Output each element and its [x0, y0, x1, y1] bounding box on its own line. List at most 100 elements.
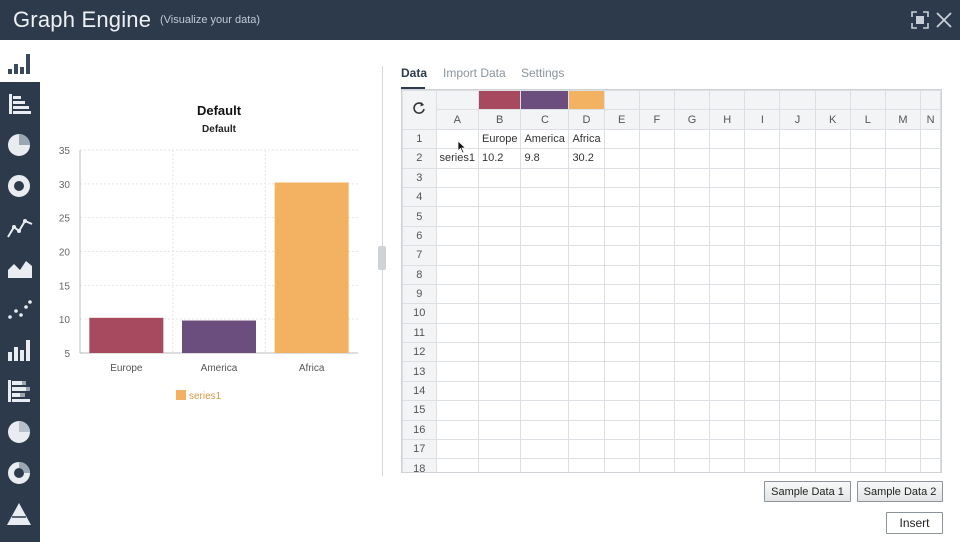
sidebar-item-area[interactable]: [0, 248, 40, 286]
grid-cell[interactable]: [920, 283, 941, 305]
grid-cell[interactable]: [884, 264, 922, 285]
grid-cell[interactable]: [814, 245, 851, 266]
grid-cell[interactable]: [477, 322, 522, 344]
grid-cell[interactable]: [435, 303, 479, 324]
grid-cell[interactable]: [568, 458, 605, 472]
grid-cell[interactable]: [779, 148, 816, 169]
sidebar-item-line[interactable]: [0, 207, 40, 245]
grid-cell[interactable]: [638, 419, 675, 441]
grid-cell[interactable]: [603, 148, 640, 169]
grid-cell[interactable]: [673, 128, 711, 150]
grid-cell[interactable]: [477, 361, 522, 382]
grid-cell[interactable]: [779, 167, 816, 188]
grid-cell[interactable]: [849, 167, 886, 188]
grid-cell[interactable]: [920, 361, 941, 382]
grid-cell[interactable]: [520, 206, 570, 227]
column-header[interactable]: B: [477, 109, 522, 130]
sidebar-item-pie[interactable]: [0, 125, 40, 163]
column-header[interactable]: F: [638, 109, 675, 130]
grid-cell[interactable]: [673, 283, 711, 305]
grid-cell[interactable]: [638, 458, 675, 472]
row-header[interactable]: 6: [402, 225, 437, 247]
sidebar-item-donut[interactable]: [0, 166, 40, 204]
grid-cell[interactable]: [477, 245, 522, 266]
grid-cell[interactable]: [744, 167, 781, 188]
grid-cell[interactable]: [568, 225, 605, 247]
column-header[interactable]: M: [884, 109, 922, 130]
grid-cell[interactable]: [673, 186, 711, 208]
grid-cell[interactable]: [638, 264, 675, 285]
grid-cell[interactable]: [744, 264, 781, 285]
grid-cell[interactable]: [520, 264, 570, 285]
refresh-button[interactable]: [402, 90, 437, 130]
grid-cell[interactable]: [920, 342, 941, 363]
grid-cell[interactable]: [477, 206, 522, 227]
row-header[interactable]: 18: [402, 458, 437, 472]
grid-cell[interactable]: [520, 419, 570, 441]
grid-cell[interactable]: [744, 342, 781, 363]
grid-cell[interactable]: 10.2: [477, 148, 522, 169]
grid-cell[interactable]: [920, 206, 941, 227]
grid-cell[interactable]: [744, 245, 781, 266]
grid-cell[interactable]: [603, 303, 640, 324]
grid-cell[interactable]: [709, 419, 746, 441]
grid-cell[interactable]: 9.8: [520, 148, 570, 169]
grid-cell[interactable]: [477, 225, 522, 247]
grid-cell[interactable]: [709, 206, 746, 227]
grid-cell[interactable]: [920, 264, 941, 285]
tab-import-data[interactable]: Import Data: [443, 66, 506, 80]
grid-cell[interactable]: [849, 303, 886, 324]
column-header[interactable]: D: [568, 109, 605, 130]
grid-cell[interactable]: [814, 419, 851, 441]
grid-cell[interactable]: [884, 322, 922, 344]
grid-cell[interactable]: [435, 206, 479, 227]
row-header[interactable]: 16: [402, 419, 437, 441]
grid-cell[interactable]: [849, 419, 886, 441]
grid-cell[interactable]: [673, 322, 711, 344]
grid-cell[interactable]: [709, 148, 746, 169]
grid-cell[interactable]: [603, 419, 640, 441]
grid-cell[interactable]: [638, 148, 675, 169]
grid-cell[interactable]: [603, 361, 640, 382]
grid-cell[interactable]: [568, 303, 605, 324]
grid-cell[interactable]: [520, 400, 570, 421]
grid-cell[interactable]: [920, 167, 941, 188]
grid-cell[interactable]: [884, 439, 922, 460]
grid-cell[interactable]: [568, 419, 605, 441]
row-header[interactable]: 8: [402, 264, 437, 285]
row-header[interactable]: 4: [402, 186, 437, 208]
grid-cell[interactable]: [673, 303, 711, 324]
grid-cell[interactable]: [744, 148, 781, 169]
grid-cell[interactable]: [638, 361, 675, 382]
column-header[interactable]: G: [673, 109, 711, 130]
grid-cell[interactable]: [638, 400, 675, 421]
grid-cell[interactable]: [709, 342, 746, 363]
grid-cell[interactable]: [435, 186, 479, 208]
grid-cell[interactable]: [814, 458, 851, 472]
grid-cell[interactable]: [709, 245, 746, 266]
grid-cell[interactable]: [849, 458, 886, 472]
grid-cell[interactable]: [884, 245, 922, 266]
grid-cell[interactable]: [435, 439, 479, 460]
grid-cell[interactable]: [638, 167, 675, 188]
grid-cell[interactable]: [884, 419, 922, 441]
row-header[interactable]: 17: [402, 439, 437, 460]
grid-cell[interactable]: [673, 148, 711, 169]
grid-cell[interactable]: [920, 419, 941, 441]
grid-cell[interactable]: [744, 419, 781, 441]
grid-cell[interactable]: [568, 439, 605, 460]
grid-cell[interactable]: America: [520, 128, 570, 150]
grid-cell[interactable]: [603, 167, 640, 188]
grid-cell[interactable]: [673, 225, 711, 247]
grid-cell[interactable]: [603, 225, 640, 247]
grid-cell[interactable]: [477, 400, 522, 421]
grid-cell[interactable]: [884, 167, 922, 188]
column-header[interactable]: H: [709, 109, 746, 130]
grid-cell[interactable]: [779, 225, 816, 247]
sample-data-2-button[interactable]: Sample Data 2: [857, 481, 943, 502]
grid-cell[interactable]: [568, 380, 605, 402]
grid-cell[interactable]: [603, 264, 640, 285]
grid-cell[interactable]: [638, 283, 675, 305]
grid-cell[interactable]: [520, 380, 570, 402]
grid-cell[interactable]: [709, 322, 746, 344]
